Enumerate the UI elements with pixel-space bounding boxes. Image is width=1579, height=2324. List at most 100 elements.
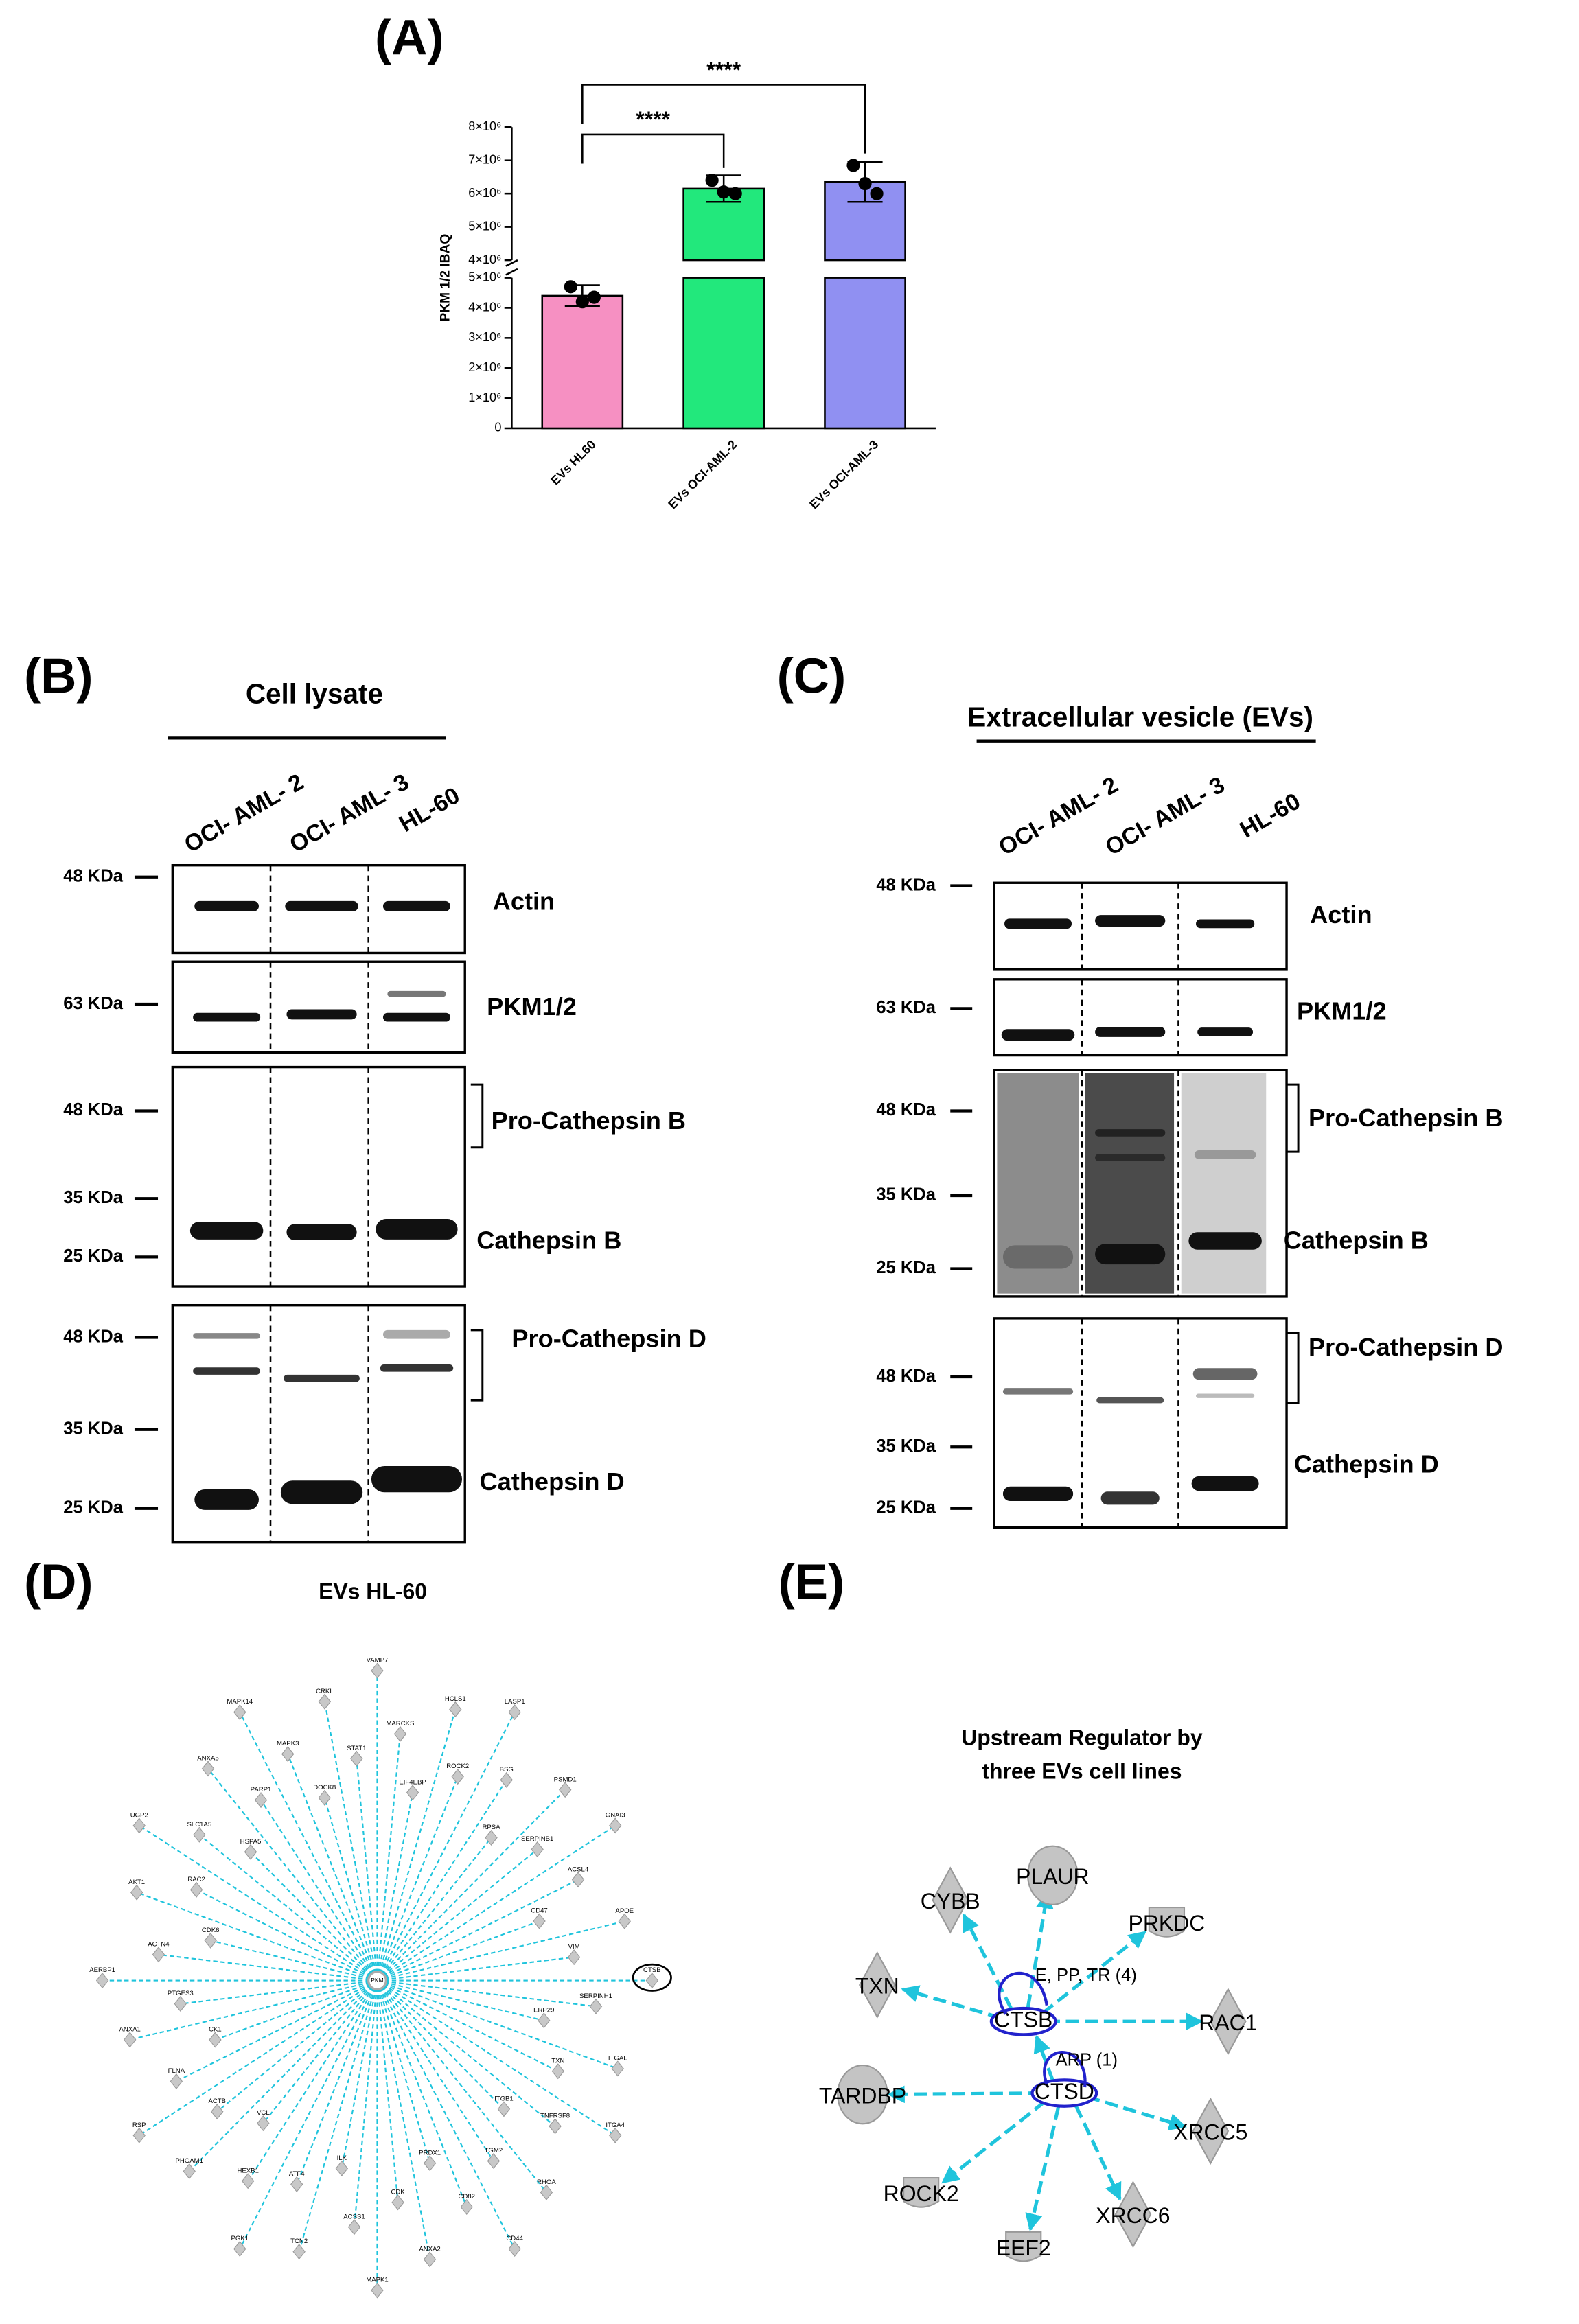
network-node [558,1782,572,1798]
blot-band [1002,1245,1074,1269]
node-label: FLNA [168,2067,185,2075]
network-edge [1026,1890,1054,2008]
network-node [423,2155,437,2172]
node-label: ACSL4 [568,1866,589,1873]
x-tick-label: EVs OCI-AML-3 [807,437,881,511]
network-node [393,1725,407,1742]
blot-box [171,863,466,955]
network-edge [376,1979,556,2127]
data-point [575,295,589,309]
node-label: MARCKS [386,1720,414,1728]
network-node [837,2065,888,2125]
network-edge [376,1979,616,2137]
node-label: AERBP1 [89,1966,115,1974]
node-label: UGP2 [130,1811,148,1819]
blot-band [1194,1150,1256,1159]
network-edge [207,1768,378,1982]
network-node [292,2244,306,2260]
node-label: PHGAM1 [176,2157,203,2165]
network-node [531,1841,544,1857]
blot-band [286,1009,357,1020]
node-label: APOE [615,1907,634,1915]
protein-label: Pro-Cathepsin B [492,1106,686,1135]
network-node [123,2032,137,2048]
blot-band [1004,918,1072,929]
network-node [1027,1845,1079,1905]
blot-band [1197,1027,1254,1036]
network-edge [129,1979,378,2041]
network-node [254,1792,268,1809]
network-edge [341,1980,378,2169]
bar [682,277,765,430]
network-node [95,1973,109,1989]
panel-label: (E) [779,1555,845,1610]
network-edge [158,1953,378,1982]
node-label: TNFRSF8 [540,2112,570,2119]
node-label: PARP1 [251,1786,272,1793]
network-edge [1033,2034,1054,2081]
node-label: MAPK3 [277,1740,299,1747]
marker-label: 63 KDa [63,994,123,1013]
label-bracket [470,1329,484,1402]
protein-label: Cathepsin B [476,1227,621,1255]
node-label: PTGES3 [168,1990,194,1997]
node-label: EIF4EBP [399,1778,426,1786]
network-node [242,2173,255,2189]
marker-label: 48 KDa [63,1327,123,1346]
blot-band [1191,1476,1259,1491]
blot-box [993,1317,1288,1529]
marker-label: 25 KDa [63,1246,123,1266]
node-label: HSPA5 [240,1838,262,1846]
node-label: SLC1A5 [187,1821,212,1828]
blot-box [171,1065,466,1288]
network-edge [139,1824,378,1982]
y-tick-label: 1×10⁶ [468,391,501,404]
network-edge [376,1979,505,2110]
blot-band [285,900,358,911]
hub-node [1030,2078,1098,2108]
network-node [371,2282,384,2299]
network-node [209,2032,222,2048]
network-title: EVs HL-60 [319,1579,427,1604]
network-node [290,2176,303,2192]
network-title: Upstream Regulator by [961,1725,1203,1750]
node-label: STAT1 [347,1745,366,1752]
protein-label: Cathepsin B [1284,1227,1429,1255]
node-label: BSG [500,1766,514,1774]
node-label: CDK6 [202,1927,220,1934]
protein-label: Actin [493,887,555,916]
node-label: ITGA4 [606,2122,625,2129]
network-node [589,1998,603,2014]
network-edge [188,1979,378,2172]
network-node [859,1951,896,2019]
node-label: ATF4 [289,2170,305,2178]
blot-box [171,960,466,1054]
network-edge [1074,2104,1122,2201]
protein-label: PKM1/2 [487,992,577,1021]
protein-label: Pro-Cathepsin D [511,1324,706,1352]
network-node [132,1817,146,1834]
network-node [281,1746,295,1763]
network-node [500,1771,513,1788]
significance-bracket [581,84,866,154]
node-label: RAC2 [187,1876,205,1883]
network-node [211,2104,224,2120]
blot-band [387,990,446,997]
panel-label: (D) [24,1555,93,1610]
network-edge [887,2085,1041,2104]
node-label: CD44 [506,2235,523,2242]
node-label: PRKDC [1129,1911,1206,1936]
blot-band [194,1489,259,1510]
node-label: VIM [568,1943,580,1951]
y-tick-label: 6×10⁶ [468,186,501,200]
node-label: ROCK2 [884,2181,959,2206]
significance-label: **** [706,58,741,82]
highlight-ring [632,1963,672,1992]
marker-label: 63 KDa [876,998,936,1017]
network-node [371,1662,384,1679]
blot-title: Cell lysate [246,677,383,709]
network-node [508,1704,521,1721]
blot-band [376,1219,458,1240]
protein-label: Pro-Cathepsin B [1309,1104,1503,1132]
